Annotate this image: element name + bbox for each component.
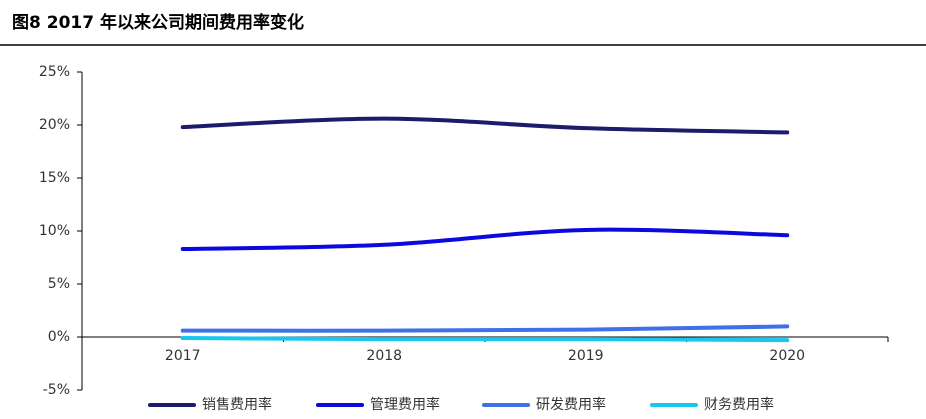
- y-tick-label: -5%: [43, 382, 70, 398]
- legend-label: 研发费用率: [536, 396, 606, 413]
- series-line: [180, 227, 790, 252]
- y-tick-label: 15%: [39, 170, 70, 186]
- legend-label: 销售费用率: [202, 396, 272, 413]
- y-tick-label: 20%: [39, 117, 70, 133]
- legend-label: 财务费用率: [704, 396, 774, 413]
- y-tick-label: 10%: [39, 223, 70, 239]
- series-line: [180, 324, 790, 333]
- legend-label: 管理费用率: [370, 396, 440, 413]
- x-tick-label: 2017: [165, 348, 201, 364]
- y-tick-label: 0%: [48, 329, 70, 345]
- series-line: [180, 336, 790, 343]
- series-line: [180, 116, 790, 135]
- x-tick-label: 2018: [366, 348, 402, 364]
- x-tick-label: 2019: [568, 348, 604, 364]
- chart-title: 图8 2017 年以来公司期间费用率变化: [12, 12, 304, 33]
- y-tick-label: 25%: [39, 64, 70, 80]
- y-tick-label: 5%: [48, 276, 70, 292]
- x-tick-label: 2020: [769, 348, 805, 364]
